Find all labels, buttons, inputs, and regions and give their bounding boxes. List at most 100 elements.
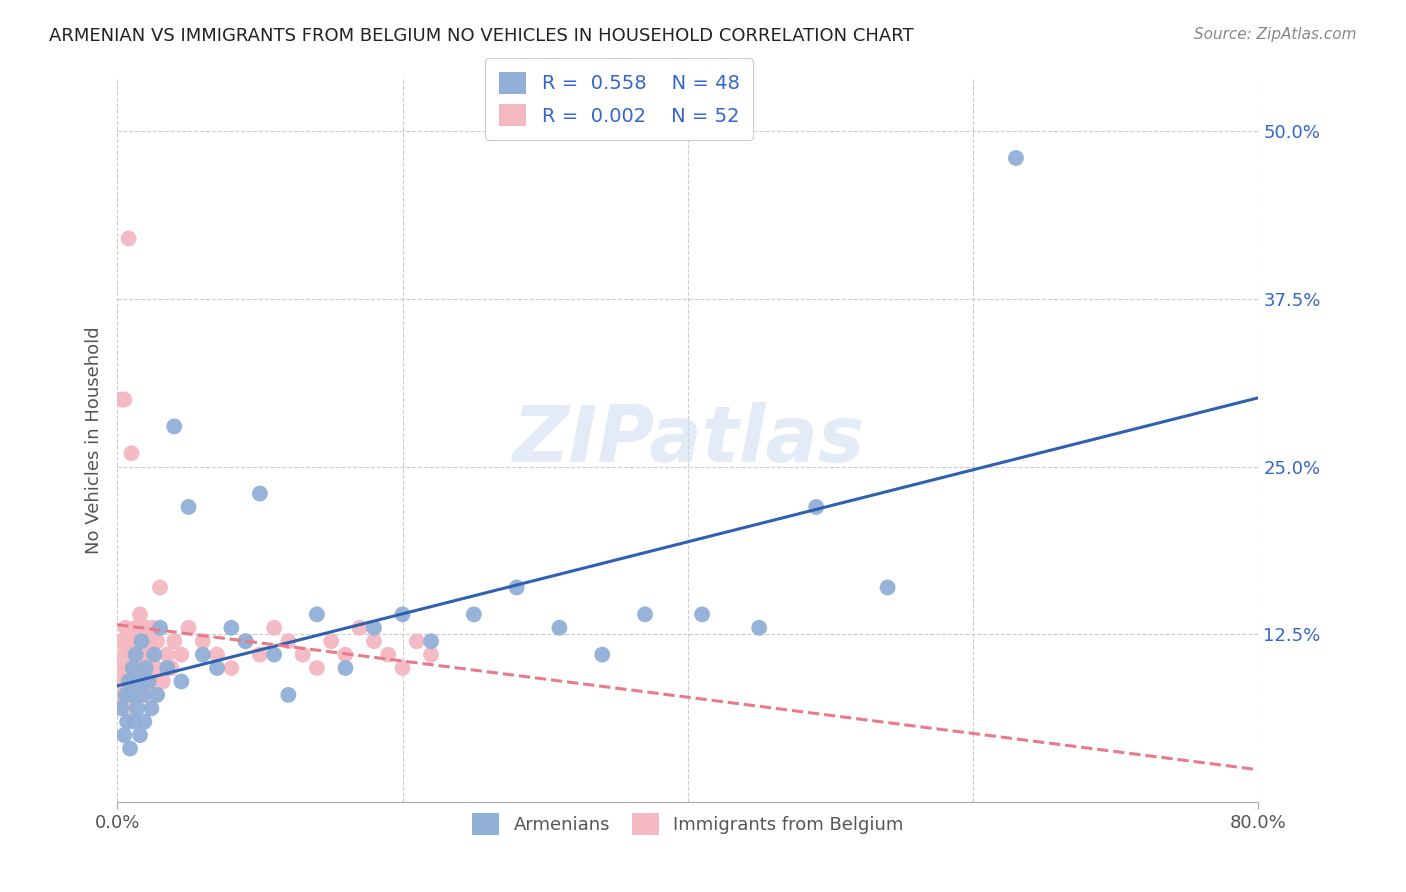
Point bbox=[177, 621, 200, 635]
Point bbox=[748, 621, 770, 635]
Point bbox=[122, 648, 145, 662]
Point bbox=[291, 648, 314, 662]
Point bbox=[591, 648, 613, 662]
Point bbox=[391, 607, 413, 622]
Point bbox=[277, 634, 299, 648]
Point bbox=[170, 674, 193, 689]
Point bbox=[876, 581, 898, 595]
Point bbox=[163, 419, 186, 434]
Point bbox=[305, 661, 328, 675]
Text: ZIPatlas: ZIPatlas bbox=[512, 402, 863, 478]
Point bbox=[146, 688, 169, 702]
Point bbox=[152, 674, 174, 689]
Point bbox=[235, 634, 257, 648]
Point bbox=[690, 607, 713, 622]
Point bbox=[149, 581, 172, 595]
Point bbox=[122, 661, 145, 675]
Point bbox=[118, 634, 141, 648]
Point bbox=[120, 446, 142, 460]
Point bbox=[139, 674, 162, 689]
Point bbox=[335, 648, 357, 662]
Point bbox=[114, 688, 136, 702]
Point bbox=[110, 634, 132, 648]
Point bbox=[138, 634, 160, 648]
Point bbox=[263, 621, 285, 635]
Point bbox=[143, 688, 166, 702]
Point bbox=[141, 701, 163, 715]
Point bbox=[114, 621, 136, 635]
Text: ARMENIAN VS IMMIGRANTS FROM BELGIUM NO VEHICLES IN HOUSEHOLD CORRELATION CHART: ARMENIAN VS IMMIGRANTS FROM BELGIUM NO V… bbox=[49, 27, 914, 45]
Point bbox=[505, 581, 527, 595]
Point bbox=[205, 648, 228, 662]
Point bbox=[129, 728, 152, 742]
Point bbox=[263, 648, 285, 662]
Point bbox=[125, 621, 148, 635]
Point bbox=[305, 607, 328, 622]
Point bbox=[135, 621, 157, 635]
Point bbox=[249, 486, 271, 500]
Point bbox=[321, 634, 343, 648]
Point bbox=[127, 661, 149, 675]
Point bbox=[349, 621, 371, 635]
Point bbox=[136, 661, 159, 675]
Point bbox=[112, 392, 135, 407]
Point bbox=[249, 648, 271, 662]
Point bbox=[142, 621, 165, 635]
Point bbox=[128, 674, 150, 689]
Point bbox=[149, 621, 172, 635]
Point bbox=[138, 674, 160, 689]
Point bbox=[112, 728, 135, 742]
Point bbox=[1005, 151, 1028, 165]
Point bbox=[191, 648, 214, 662]
Point bbox=[191, 634, 214, 648]
Point bbox=[117, 231, 139, 245]
Point bbox=[463, 607, 485, 622]
Point bbox=[125, 648, 148, 662]
Point bbox=[131, 674, 153, 689]
Point bbox=[135, 661, 157, 675]
Point bbox=[221, 621, 243, 635]
Point bbox=[177, 500, 200, 514]
Point bbox=[107, 661, 129, 675]
Point bbox=[124, 688, 146, 702]
Point bbox=[145, 661, 167, 675]
Point bbox=[160, 661, 183, 675]
Point bbox=[120, 674, 142, 689]
Point bbox=[146, 634, 169, 648]
Point bbox=[806, 500, 828, 514]
Point bbox=[335, 661, 357, 675]
Point bbox=[117, 674, 139, 689]
Point bbox=[156, 661, 179, 675]
Point bbox=[363, 634, 385, 648]
Point bbox=[108, 688, 131, 702]
Point bbox=[115, 714, 138, 729]
Point bbox=[420, 634, 443, 648]
Point bbox=[131, 634, 153, 648]
Point bbox=[377, 648, 399, 662]
Point bbox=[156, 648, 179, 662]
Point bbox=[134, 688, 156, 702]
Point bbox=[235, 634, 257, 648]
Point bbox=[110, 392, 132, 407]
Point bbox=[124, 714, 146, 729]
Point bbox=[143, 648, 166, 662]
Point bbox=[205, 661, 228, 675]
Point bbox=[391, 661, 413, 675]
Point bbox=[128, 634, 150, 648]
Text: Source: ZipAtlas.com: Source: ZipAtlas.com bbox=[1194, 27, 1357, 42]
Point bbox=[120, 688, 142, 702]
Point bbox=[115, 701, 138, 715]
Point bbox=[363, 621, 385, 635]
Point bbox=[117, 661, 139, 675]
Point bbox=[420, 648, 443, 662]
Point bbox=[129, 607, 152, 622]
Point bbox=[548, 621, 571, 635]
Point bbox=[132, 688, 155, 702]
Point bbox=[127, 701, 149, 715]
Point bbox=[405, 634, 427, 648]
Point bbox=[118, 741, 141, 756]
Point bbox=[634, 607, 657, 622]
Point bbox=[163, 634, 186, 648]
Y-axis label: No Vehicles in Household: No Vehicles in Household bbox=[86, 326, 103, 554]
Point bbox=[132, 648, 155, 662]
